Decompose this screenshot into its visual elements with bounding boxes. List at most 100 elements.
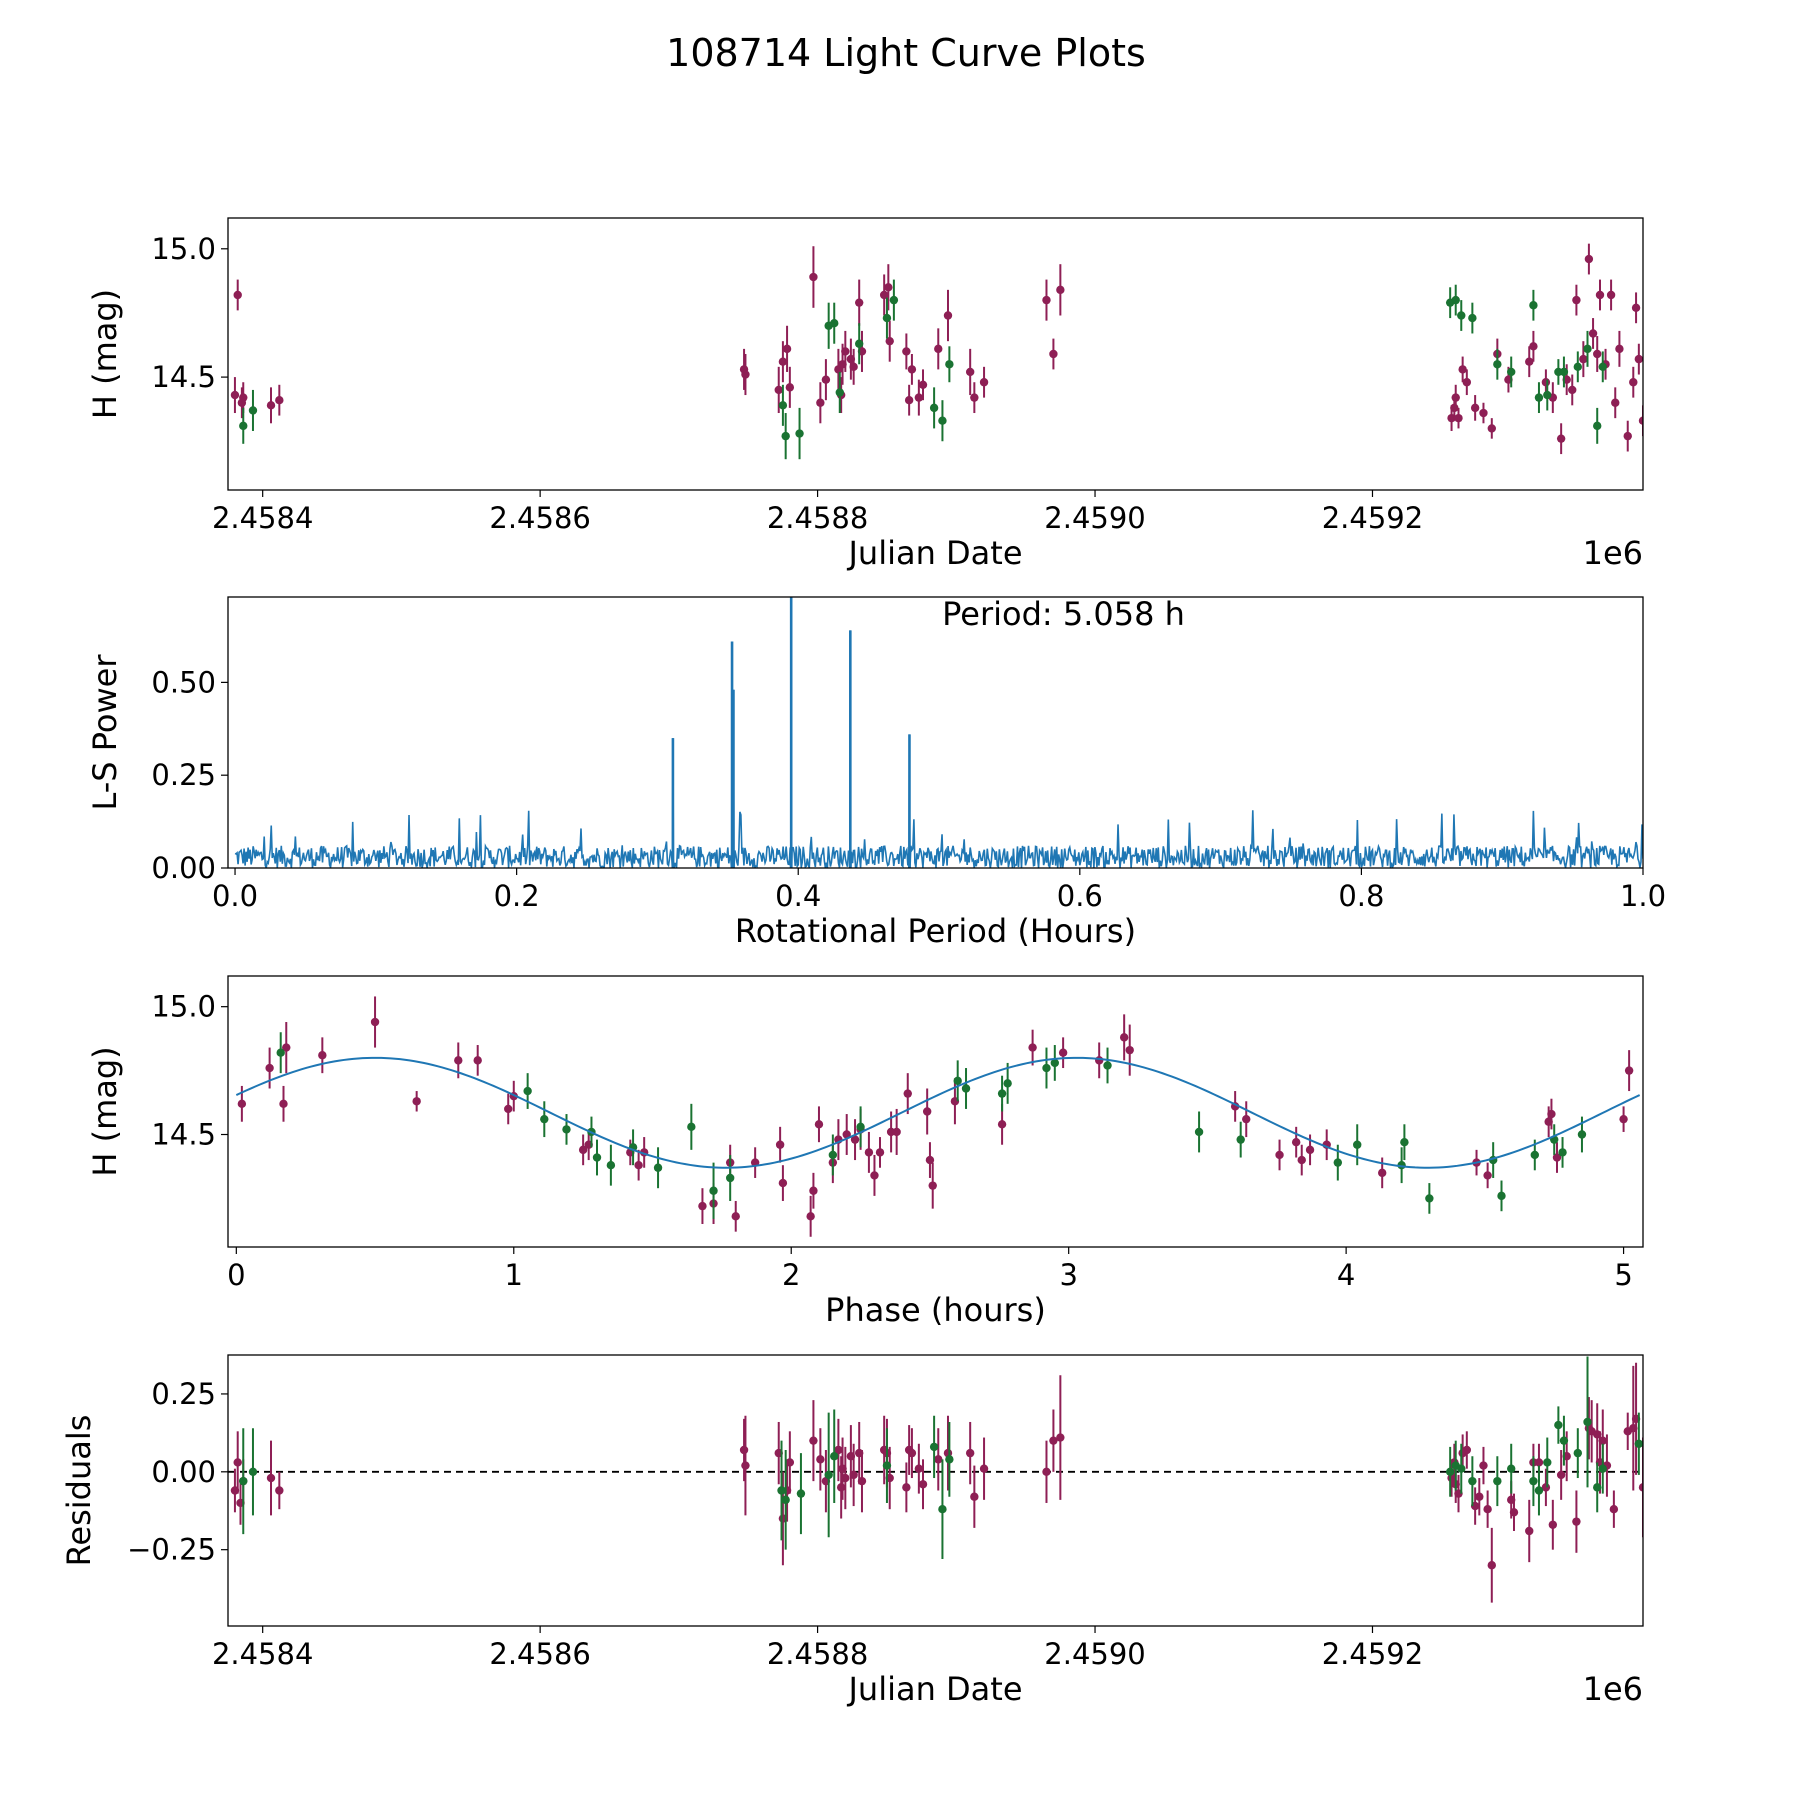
series-b-point bbox=[687, 1122, 696, 1132]
series-b-point bbox=[1577, 1130, 1587, 1139]
series-a-point bbox=[907, 365, 917, 374]
series-b-point bbox=[1445, 1467, 1455, 1477]
series-a-point bbox=[1609, 1504, 1619, 1514]
y-tick-label: 15.0 bbox=[151, 232, 216, 266]
series-a-point bbox=[841, 1473, 850, 1483]
x-tick-label: 3 bbox=[1059, 1258, 1077, 1292]
series-a-point bbox=[970, 393, 979, 402]
series-b-point bbox=[945, 1455, 954, 1464]
series-b-point bbox=[1573, 362, 1582, 372]
series-a-point bbox=[230, 390, 240, 400]
series-b-point bbox=[1593, 421, 1602, 431]
series-b-point bbox=[778, 401, 788, 410]
x-tick-label: 0.6 bbox=[1057, 879, 1103, 913]
series-b-point bbox=[1583, 344, 1592, 354]
series-a-point bbox=[1595, 290, 1605, 300]
series-a-point bbox=[1377, 1168, 1387, 1178]
series-a-point bbox=[979, 1464, 989, 1473]
series-a-point bbox=[809, 272, 818, 282]
series-a-point bbox=[1119, 1033, 1129, 1042]
series-b-point bbox=[1003, 1079, 1012, 1088]
series-a-point bbox=[1058, 1048, 1068, 1057]
series-b-point bbox=[709, 1186, 718, 1195]
series-b-point bbox=[1507, 1464, 1516, 1473]
series-a-point bbox=[1556, 1470, 1566, 1480]
series-b-point bbox=[1497, 1191, 1506, 1201]
series-b-point bbox=[1457, 1464, 1466, 1473]
series-a-point bbox=[902, 347, 911, 356]
series-b-point bbox=[1543, 390, 1552, 400]
series-b-point bbox=[997, 1089, 1007, 1098]
series-b-point bbox=[961, 1084, 971, 1093]
series-a-point bbox=[979, 378, 989, 387]
series-b-point bbox=[239, 421, 248, 431]
series-a-point bbox=[965, 367, 975, 377]
x-offset-label: 1e6 bbox=[1583, 1670, 1643, 1708]
series-b-point bbox=[781, 1495, 790, 1505]
series-b-point bbox=[1050, 1058, 1060, 1068]
series-a-point bbox=[265, 1063, 274, 1073]
series-b-point bbox=[1468, 313, 1477, 323]
series-b-point bbox=[830, 1452, 839, 1461]
x-tick-label: 2.4592 bbox=[1322, 1637, 1423, 1671]
series-a-point bbox=[239, 393, 248, 402]
x-tick-label: 2.4586 bbox=[489, 1637, 590, 1671]
series-a-point bbox=[875, 1148, 885, 1157]
series-a-point bbox=[903, 1089, 912, 1098]
x-tick-label: 1.0 bbox=[1620, 879, 1666, 913]
series-a-point bbox=[741, 370, 750, 379]
series-a-point bbox=[1588, 329, 1598, 338]
series-a-point bbox=[412, 1097, 421, 1106]
x-tick-label: 0.0 bbox=[212, 879, 258, 913]
series-a-point bbox=[1552, 1153, 1562, 1162]
series-b-point bbox=[248, 406, 258, 415]
series-b-point bbox=[889, 295, 899, 305]
series-b-point bbox=[1400, 1137, 1409, 1147]
series-a-point bbox=[775, 1140, 785, 1149]
series-a-point bbox=[914, 393, 924, 402]
series-b-point bbox=[1543, 1458, 1552, 1467]
series-b-point bbox=[953, 1076, 962, 1086]
x-tick-label: 2.4584 bbox=[212, 501, 313, 535]
series-b-point bbox=[1559, 1436, 1569, 1445]
series-a-point bbox=[836, 1483, 846, 1492]
series-a-point bbox=[849, 362, 858, 372]
x-tick-label: 2.4590 bbox=[1044, 1637, 1145, 1671]
series-a-point bbox=[1056, 285, 1065, 295]
series-a-point bbox=[904, 395, 914, 405]
axes-frame bbox=[227, 596, 1644, 869]
series-a-point bbox=[1631, 303, 1641, 313]
series-a-point bbox=[1450, 403, 1459, 413]
series-b-point bbox=[1530, 1150, 1539, 1160]
x-tick-label: 2 bbox=[782, 1258, 800, 1292]
x-tick-label: 0 bbox=[227, 1258, 245, 1292]
series-a-point bbox=[857, 1476, 867, 1486]
series-a-point bbox=[918, 1480, 928, 1489]
series-b-point bbox=[882, 313, 892, 323]
series-b-point bbox=[523, 1086, 532, 1096]
series-b-point bbox=[781, 431, 790, 441]
series-a-point bbox=[997, 1120, 1007, 1129]
series-b-point bbox=[1529, 1476, 1538, 1486]
series-b-point bbox=[1353, 1140, 1362, 1149]
series-b-point bbox=[795, 429, 804, 438]
series-b-point bbox=[1583, 1417, 1592, 1427]
series-a-point bbox=[774, 385, 783, 395]
series-a-point bbox=[1049, 1436, 1058, 1445]
series-a-point bbox=[855, 298, 864, 307]
series-a-point bbox=[928, 1181, 937, 1190]
series-a-point bbox=[809, 1436, 818, 1445]
series-a-point bbox=[318, 1051, 327, 1060]
series-a-point bbox=[233, 1458, 242, 1467]
series-a-point bbox=[1242, 1114, 1251, 1124]
series-a-point bbox=[870, 1171, 879, 1180]
periodogram-line bbox=[234, 597, 1643, 868]
series-a-point bbox=[1547, 1109, 1556, 1119]
series-a-point bbox=[1291, 1137, 1301, 1147]
series-b-point bbox=[855, 339, 864, 348]
series-a-point bbox=[1483, 1171, 1492, 1180]
series-b-point bbox=[606, 1160, 616, 1170]
series-a-point bbox=[1509, 1508, 1519, 1517]
series-a-point bbox=[1470, 403, 1480, 413]
